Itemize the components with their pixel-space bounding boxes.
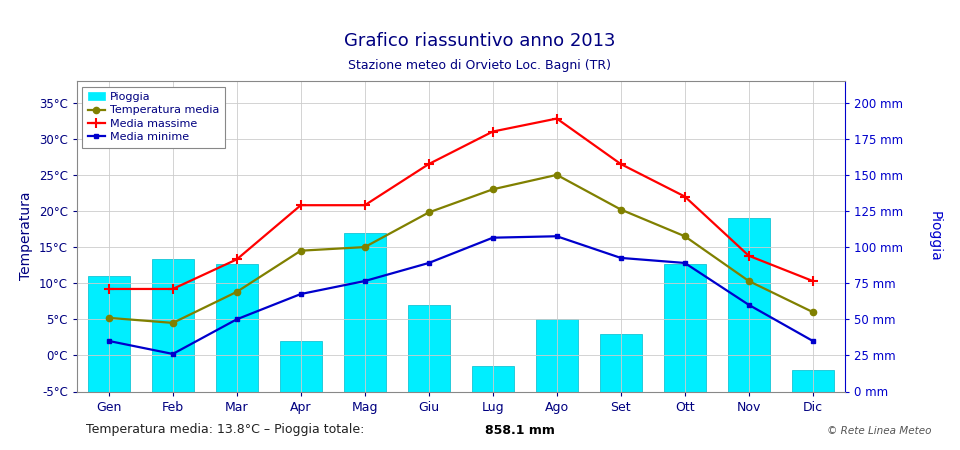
- Temperatura media: [231, 289, 243, 295]
- Temperatura media: [807, 309, 819, 315]
- Media minime: [807, 338, 819, 344]
- Temperatura media: [359, 244, 371, 250]
- Line: Media minime: Media minime: [107, 234, 815, 356]
- Line: Media massime: Media massime: [104, 113, 818, 294]
- Media minime: [295, 291, 306, 297]
- Media minime: [551, 234, 563, 239]
- Y-axis label: Pioggia: Pioggia: [928, 211, 942, 261]
- Media massime: [615, 162, 627, 167]
- Media massime: [103, 286, 114, 292]
- Temperatura media: [167, 320, 179, 326]
- Media massime: [231, 256, 243, 262]
- Media massime: [551, 116, 563, 121]
- Bar: [536, 320, 578, 392]
- Temperatura media: [103, 315, 114, 320]
- Line: Temperatura media: Temperatura media: [106, 172, 816, 326]
- Media minime: [679, 260, 690, 265]
- Bar: [152, 259, 194, 392]
- Bar: [728, 218, 770, 392]
- Media minime: [423, 260, 435, 265]
- Temperatura media: [423, 210, 435, 215]
- Y-axis label: Temperatura: Temperatura: [19, 192, 34, 280]
- Media massime: [679, 194, 690, 199]
- Bar: [792, 370, 833, 392]
- Media minime: [103, 338, 114, 344]
- Media massime: [295, 202, 306, 208]
- Text: © Rete Linea Meteo: © Rete Linea Meteo: [827, 427, 931, 436]
- Temperatura media: [743, 278, 755, 284]
- Bar: [280, 341, 322, 392]
- Media minime: [231, 317, 243, 322]
- Media massime: [423, 162, 435, 167]
- Bar: [88, 276, 130, 392]
- Text: 858.1 mm: 858.1 mm: [485, 423, 555, 436]
- Bar: [408, 305, 449, 392]
- Bar: [344, 233, 386, 392]
- Bar: [600, 334, 641, 392]
- Temperatura media: [487, 187, 498, 192]
- Media minime: [615, 255, 627, 261]
- Media minime: [487, 235, 498, 240]
- Media massime: [167, 286, 179, 292]
- Media massime: [359, 202, 371, 208]
- Text: Grafico riassuntivo anno 2013: Grafico riassuntivo anno 2013: [345, 32, 615, 50]
- Bar: [216, 265, 257, 392]
- Media massime: [487, 129, 498, 134]
- Temperatura media: [615, 207, 627, 212]
- Temperatura media: [551, 172, 563, 178]
- Bar: [664, 265, 706, 392]
- Media massime: [743, 253, 755, 258]
- Text: Temperatura media: 13.8°C – Pioggia totale:: Temperatura media: 13.8°C – Pioggia tota…: [86, 423, 369, 436]
- Media minime: [359, 278, 371, 284]
- Text: Stazione meteo di Orvieto Loc. Bagni (TR): Stazione meteo di Orvieto Loc. Bagni (TR…: [348, 58, 612, 72]
- Media massime: [807, 278, 819, 284]
- Media minime: [167, 351, 179, 357]
- Legend: Pioggia, Temperatura media, Media massime, Media minime: Pioggia, Temperatura media, Media massim…: [83, 86, 225, 148]
- Temperatura media: [295, 248, 306, 253]
- Media minime: [743, 302, 755, 307]
- Bar: [472, 365, 514, 392]
- Temperatura media: [679, 234, 690, 239]
